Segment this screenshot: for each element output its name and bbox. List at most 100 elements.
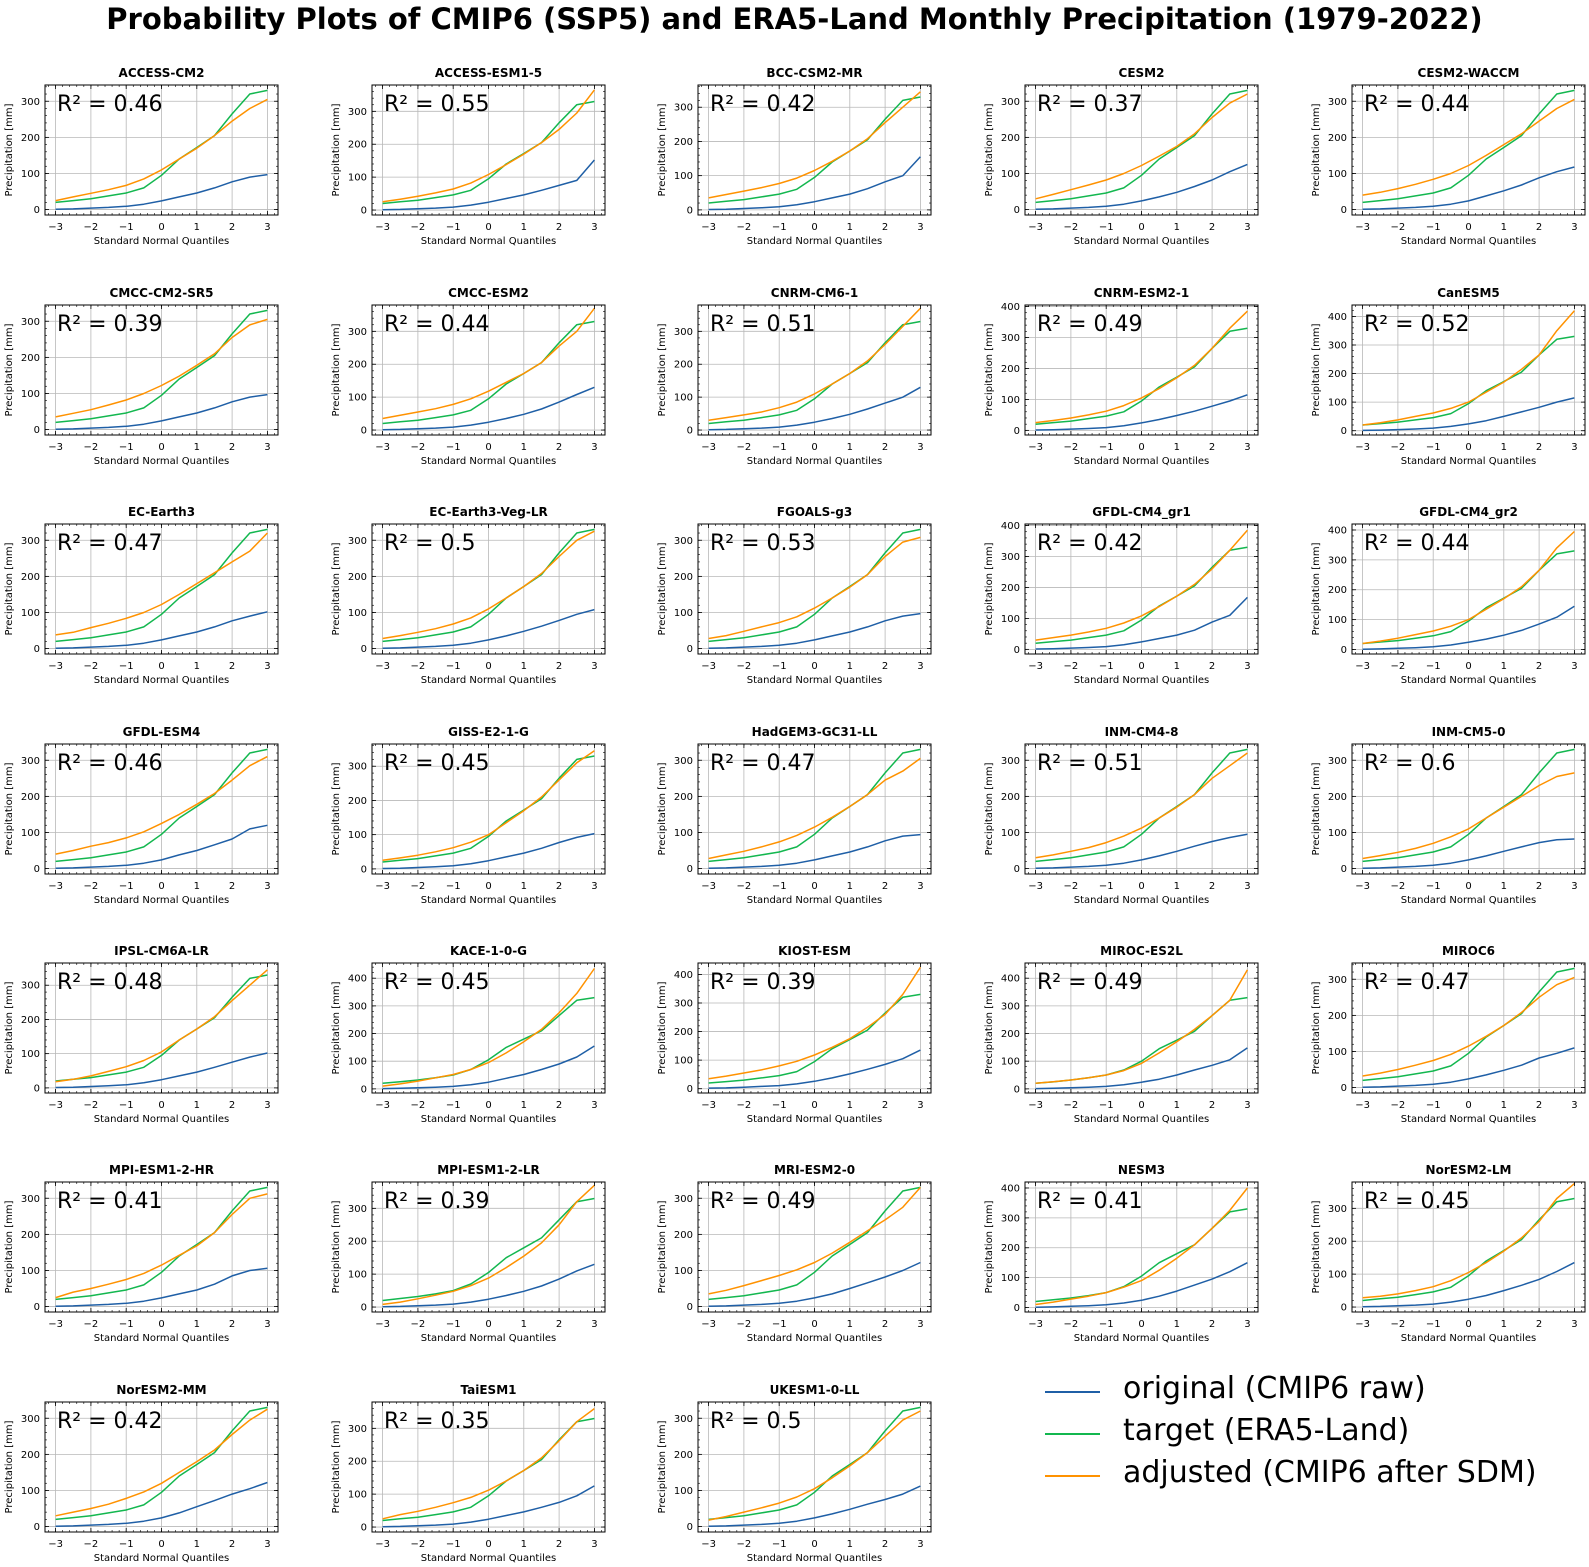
y-axis-label: Precipitation [mm]: [984, 323, 995, 416]
series-line: [382, 1184, 595, 1306]
x-tick-label: −2: [737, 881, 752, 892]
y-tick-label: 400: [1001, 974, 1020, 985]
x-tick-label: 1: [847, 442, 853, 453]
series-line: [1035, 163, 1248, 210]
r-squared-annotation: R² = 0.42: [1037, 531, 1143, 556]
x-tick-label: −1: [772, 1100, 787, 1111]
y-tick-label: 100: [674, 828, 693, 839]
x-tick-label: 0: [485, 222, 491, 233]
r-squared-annotation: R² = 0.49: [1037, 970, 1143, 995]
series-line: [1362, 530, 1575, 645]
x-tick-label: 3: [917, 1100, 923, 1111]
y-tick-label: 100: [674, 393, 693, 404]
x-tick-label: 1: [194, 442, 200, 453]
x-tick-label: 1: [1174, 1319, 1180, 1330]
series-line: [382, 968, 596, 1087]
x-tick-label: −2: [411, 1319, 426, 1330]
r-squared-annotation: R² = 0.42: [710, 92, 816, 117]
series-line: [708, 833, 921, 869]
x-tick-label: −1: [119, 661, 134, 672]
y-tick-label: 400: [1001, 302, 1020, 313]
series-line: [708, 91, 921, 199]
x-tick-label: 1: [1174, 1100, 1180, 1111]
x-tick-label: 3: [264, 442, 270, 453]
subplot: −3 −2 −1 0 1 2 3 0 100 200 300 NorESM2-MM Standard N…: [4, 1383, 279, 1564]
x-tick-label: −1: [119, 1100, 134, 1111]
subplot-title: MIROC6: [1442, 944, 1495, 958]
y-tick-label: 0: [1341, 426, 1347, 437]
y-tick-label: 0: [1014, 645, 1020, 656]
subplot: −3 −2 −1 0 1 2 3 0 100 200 300 CMCC-ESM2 Standard No…: [331, 286, 606, 467]
y-tick-label: 300: [21, 756, 40, 767]
y-axis-label: Precipitation [mm]: [657, 323, 668, 416]
r-squared-annotation: R² = 0.46: [57, 751, 163, 776]
x-tick-label: 3: [264, 661, 270, 672]
y-tick-label: 400: [348, 974, 367, 985]
x-axis-label: Standard Normal Quantiles: [747, 456, 883, 467]
y-tick-label: 300: [674, 756, 693, 767]
x-tick-label: −3: [1028, 442, 1043, 453]
x-tick-label: −2: [1391, 881, 1406, 892]
x-tick-label: 1: [847, 1319, 853, 1330]
subplot: −3 −2 −1 0 1 2 3 0 100 200 300 400 MIROC-ES2L Standar…: [984, 944, 1259, 1125]
y-tick-label: 200: [1001, 792, 1020, 803]
y-tick-label: 300: [348, 1204, 367, 1215]
x-tick-label: −3: [701, 222, 716, 233]
x-tick-label: −2: [84, 881, 99, 892]
x-tick-label: 3: [1244, 1100, 1250, 1111]
x-tick-label: −2: [411, 442, 426, 453]
x-tick-label: 1: [847, 222, 853, 233]
x-axis-label: Standard Normal Quantiles: [94, 1114, 230, 1125]
x-tick-label: −2: [1391, 442, 1406, 453]
series-line: [382, 608, 595, 649]
x-tick-label: −3: [1355, 1100, 1370, 1111]
r-squared-annotation: R² = 0.45: [1364, 1189, 1470, 1214]
x-tick-label: 1: [1501, 442, 1507, 453]
x-tick-label: 3: [1571, 1319, 1577, 1330]
x-tick-label: 0: [811, 1319, 817, 1330]
y-tick-label: 100: [21, 1486, 40, 1497]
y-tick-label: 100: [1328, 169, 1347, 180]
x-tick-label: 2: [229, 1319, 235, 1330]
y-tick-label: 0: [687, 1084, 693, 1095]
series-line: [708, 1186, 921, 1295]
y-tick-label: 0: [687, 644, 693, 655]
series-line: [1362, 166, 1575, 210]
y-tick-label: 0: [361, 1084, 367, 1095]
y-tick-label: 300: [21, 97, 40, 108]
x-tick-label: −3: [48, 442, 63, 453]
series-line: [1362, 1261, 1575, 1308]
x-tick-label: −3: [1028, 1319, 1043, 1330]
y-tick-label: 300: [1328, 975, 1347, 986]
x-tick-label: −1: [119, 1539, 134, 1550]
x-tick-label: 3: [917, 222, 923, 233]
subplot: −3 −2 −1 0 1 2 3 0 100 200 300 BCC-CSM2-MR Standard …: [657, 66, 932, 247]
x-tick-label: 2: [882, 881, 888, 892]
x-tick-label: 3: [591, 1319, 597, 1330]
subplot-title: NESM3: [1118, 1163, 1165, 1177]
subplot: −3 −2 −1 0 1 2 3 0 100 200 300 CMCC-CM2-SR5 Standard…: [4, 286, 279, 467]
y-tick-label: 100: [348, 608, 367, 619]
y-tick-label: 0: [1341, 645, 1347, 656]
x-tick-label: −3: [1355, 1319, 1370, 1330]
x-tick-label: 2: [882, 661, 888, 672]
x-tick-label: −2: [737, 661, 752, 672]
x-tick-label: 1: [1501, 1100, 1507, 1111]
y-tick-label: 0: [1341, 205, 1347, 216]
x-axis-label: Standard Normal Quantiles: [94, 236, 230, 247]
x-tick-label: 2: [882, 1319, 888, 1330]
y-tick-label: 0: [361, 864, 367, 875]
y-tick-label: 200: [21, 353, 40, 364]
subplot: −3 −2 −1 0 1 2 3 0 100 200 300 HadGEM3-GC31-LL Stand…: [657, 725, 932, 906]
subplot-title: BCC-CSM2-MR: [766, 66, 862, 80]
y-tick-label: 0: [1014, 1084, 1020, 1095]
y-tick-label: 300: [674, 536, 693, 547]
series-line: [382, 1263, 595, 1308]
x-tick-label: −3: [375, 442, 390, 453]
series-line: [1035, 752, 1248, 859]
y-tick-label: 200: [1328, 1011, 1347, 1022]
series-line: [55, 755, 268, 855]
y-tick-label: 300: [348, 107, 367, 118]
x-tick-label: 0: [811, 442, 817, 453]
y-axis-label: Precipitation [mm]: [657, 1200, 668, 1293]
